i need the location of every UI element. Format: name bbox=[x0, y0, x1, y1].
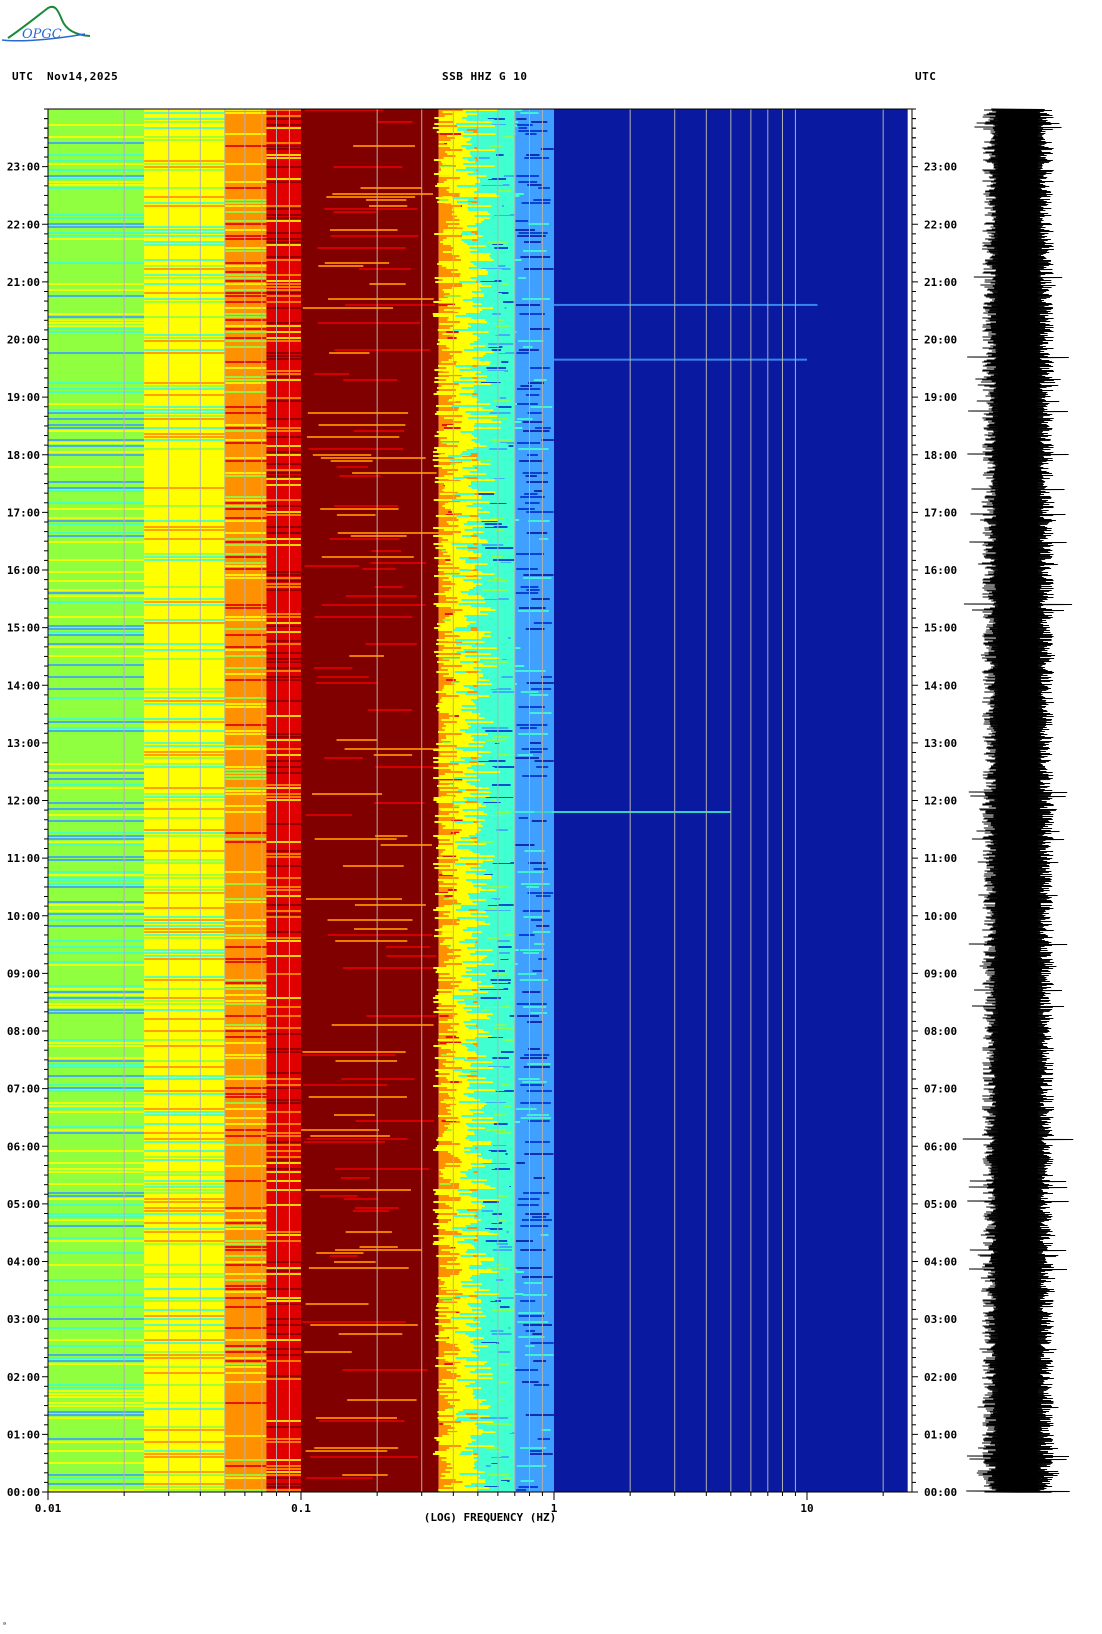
x-tick-label: 10 bbox=[800, 1502, 813, 1515]
x-tick-label: 1 bbox=[551, 1502, 558, 1515]
time-tick-label-right: 15:00 bbox=[924, 622, 957, 635]
frequency-axis: 0.01 0.1 1 10 bbox=[35, 1492, 884, 1515]
time-axis-right: 00:00 01:00 02:00 03:00 04:00 05:00 06:00 07:00… bbox=[912, 108, 957, 1499]
band-0 bbox=[48, 109, 145, 1492]
transition-edge bbox=[432, 109, 525, 1492]
band-texture-7 bbox=[514, 109, 554, 1491]
time-tick-label-left: 20:00 bbox=[7, 334, 40, 347]
time-tick-label-left: 00:00 bbox=[7, 1486, 40, 1499]
time-tick-label-right: 05:00 bbox=[924, 1198, 957, 1211]
band-texture-4 bbox=[301, 109, 439, 1485]
time-tick-label-right: 14:00 bbox=[924, 679, 957, 692]
time-tick-label-right: 01:00 bbox=[924, 1428, 957, 1441]
opgc-logo-icon: OPGC bbox=[1, 5, 91, 42]
time-tick-label-left: 19:00 bbox=[7, 391, 40, 404]
footer-mark: ᵃ bbox=[2, 1620, 7, 1629]
time-tick-label-left: 16:00 bbox=[7, 564, 40, 577]
x-axis-label: (LOG) FREQUENCY (HZ) bbox=[424, 1511, 556, 1524]
seismogram-trace bbox=[962, 108, 1074, 1493]
left-timezone: UTC bbox=[12, 70, 34, 83]
time-tick-label-right: 02:00 bbox=[924, 1371, 957, 1384]
time-tick-label-left: 08:00 bbox=[7, 1025, 40, 1038]
time-tick-label-left: 06:00 bbox=[7, 1140, 40, 1153]
time-tick-label-left: 05:00 bbox=[7, 1198, 40, 1211]
time-tick-label-right: 00:00 bbox=[924, 1486, 957, 1499]
time-tick-label-right: 17:00 bbox=[924, 506, 957, 519]
time-tick-label-right: 10:00 bbox=[924, 910, 957, 923]
time-tick-label-right: 13:00 bbox=[924, 737, 957, 750]
time-tick-label-left: 14:00 bbox=[7, 679, 40, 692]
right-timezone: UTC bbox=[915, 70, 937, 83]
band-4 bbox=[301, 109, 439, 1492]
time-tick-label-right: 09:00 bbox=[924, 967, 957, 980]
time-tick-label-right: 12:00 bbox=[924, 795, 957, 808]
band-texture-1 bbox=[144, 109, 225, 1491]
time-tick-label-left: 07:00 bbox=[7, 1083, 40, 1096]
time-tick-label-left: 13:00 bbox=[7, 737, 40, 750]
band-7 bbox=[514, 109, 554, 1492]
time-tick-label-left: 21:00 bbox=[7, 276, 40, 289]
time-axis-left: 00:00 01:00 02:00 03:00 04:00 05:00 06:00 07:00… bbox=[7, 108, 48, 1499]
time-tick-label-left: 23:00 bbox=[7, 161, 40, 174]
date-label: Nov14,2025 bbox=[47, 70, 119, 83]
band-texture-3 bbox=[266, 109, 301, 1491]
transient-line-2 bbox=[514, 811, 731, 814]
time-tick-label-right: 07:00 bbox=[924, 1083, 957, 1096]
time-tick-label-right: 08:00 bbox=[924, 1025, 957, 1038]
time-tick-label-left: 17:00 bbox=[7, 506, 40, 519]
time-tick-label-left: 22:00 bbox=[7, 218, 40, 231]
time-tick-label-right: 23:00 bbox=[924, 161, 957, 174]
time-tick-label-right: 04:00 bbox=[924, 1256, 957, 1269]
time-tick-label-right: 11:00 bbox=[924, 852, 957, 865]
seismogram-core bbox=[998, 109, 1038, 1492]
time-tick-label-left: 03:00 bbox=[7, 1313, 40, 1326]
time-tick-label-left: 10:00 bbox=[7, 910, 40, 923]
time-tick-label-left: 15:00 bbox=[7, 622, 40, 635]
band-texture-0 bbox=[48, 112, 145, 1491]
time-tick-label-left: 11:00 bbox=[7, 852, 40, 865]
time-tick-label-left: 02:00 bbox=[7, 1371, 40, 1384]
time-tick-label-left: 09:00 bbox=[7, 967, 40, 980]
time-tick-label-right: 21:00 bbox=[924, 276, 957, 289]
time-tick-label-right: 06:00 bbox=[924, 1140, 957, 1153]
frequency-grid bbox=[123, 109, 884, 1492]
time-tick-label-left: 12:00 bbox=[7, 795, 40, 808]
time-tick-label-left: 18:00 bbox=[7, 449, 40, 462]
time-tick-label-right: 20:00 bbox=[924, 334, 957, 347]
x-tick-label: 0.01 bbox=[35, 1502, 62, 1515]
time-tick-label-right: 19:00 bbox=[924, 391, 957, 404]
time-tick-label-right: 22:00 bbox=[924, 218, 957, 231]
logo-text: OPGC bbox=[22, 27, 62, 42]
transient-line-1 bbox=[554, 358, 807, 361]
time-tick-label-left: 01:00 bbox=[7, 1428, 40, 1441]
transient-line-0 bbox=[554, 303, 818, 306]
station-title: SSB HHZ G 10 bbox=[442, 70, 528, 83]
time-tick-label-right: 18:00 bbox=[924, 449, 957, 462]
time-tick-label-right: 16:00 bbox=[924, 564, 957, 577]
time-tick-label-right: 03:00 bbox=[924, 1313, 957, 1326]
x-tick-label: 0.1 bbox=[291, 1502, 311, 1515]
time-tick-label-left: 04:00 bbox=[7, 1256, 40, 1269]
band-texture-2 bbox=[224, 109, 267, 1491]
